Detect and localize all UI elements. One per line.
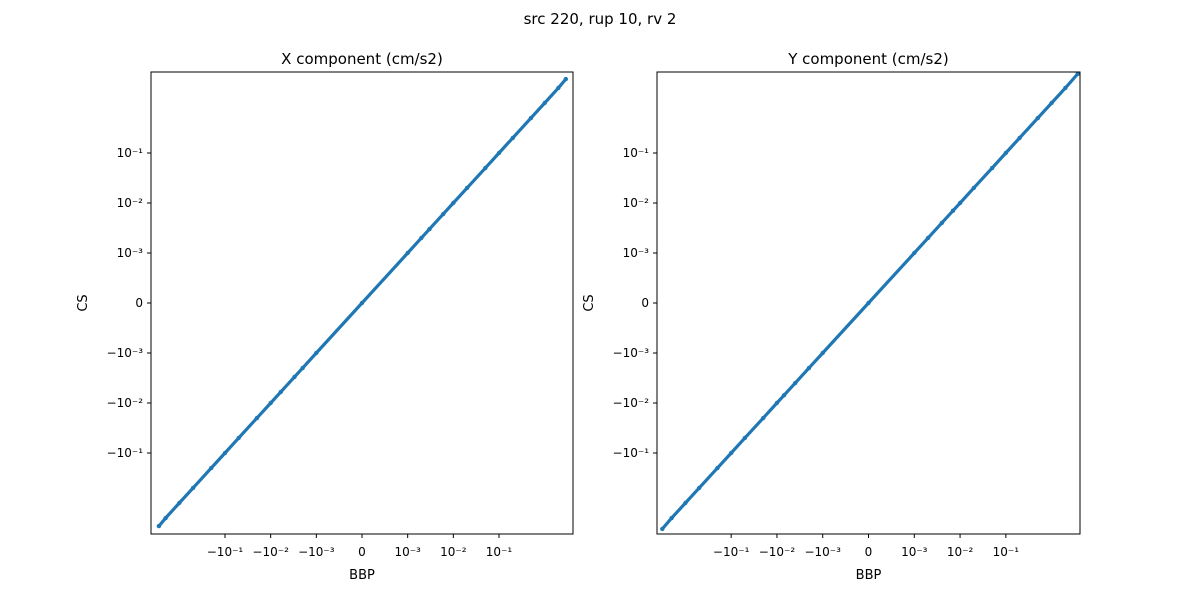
- data-point: [1003, 150, 1008, 156]
- data-point: [419, 235, 424, 241]
- data-point: [278, 389, 283, 395]
- data-point: [989, 165, 995, 171]
- data-point: [660, 526, 665, 532]
- data-point: [729, 450, 734, 456]
- figure-suptitle: src 220, rup 10, rv 2: [524, 10, 677, 28]
- data-point: [715, 465, 720, 471]
- data-point: [761, 415, 766, 421]
- data-point: [793, 380, 798, 386]
- data-point: [683, 500, 688, 506]
- x-tick-label: 0: [865, 545, 873, 559]
- x-axis-label: BBP: [856, 568, 882, 583]
- data-point: [697, 485, 702, 491]
- y-tick-label: −10⁻³: [107, 346, 144, 360]
- y-tick-label: 10⁻²: [623, 196, 650, 210]
- x-tick-label: −10⁻¹: [207, 545, 244, 559]
- data-point: [1017, 135, 1022, 141]
- data-point: [542, 100, 547, 106]
- data-point: [359, 300, 365, 306]
- data-point: [483, 165, 488, 171]
- data-point: [556, 85, 561, 91]
- data-point: [300, 365, 305, 371]
- x-tick-label: 10⁻²: [947, 545, 974, 559]
- x-tick-label: −10⁻³: [804, 545, 841, 559]
- data-point: [510, 135, 515, 141]
- data-point: [464, 185, 470, 191]
- x-tick-label: 10⁻²: [440, 545, 467, 559]
- chart-panel-1: X component (cm/s2) −10⁻¹ −10⁻² −10⁻³ 0 10⁻³ 1…: [76, 50, 574, 583]
- x-axis-label: BBP: [349, 568, 375, 583]
- y-tick-label: 10⁻¹: [117, 146, 144, 160]
- y-tick-label: 0: [135, 296, 143, 310]
- x-tick-label: −10⁻³: [298, 545, 335, 559]
- data-point: [950, 208, 956, 213]
- data-point: [254, 415, 260, 421]
- y-tick-label: 10⁻²: [117, 196, 144, 210]
- data-point: [1049, 100, 1054, 106]
- data-point: [209, 465, 214, 471]
- x-tick-label: −10⁻²: [252, 545, 289, 559]
- data-point: [806, 365, 812, 371]
- data-point: [528, 115, 534, 121]
- data-point: [451, 200, 456, 206]
- data-point: [866, 300, 871, 306]
- x-tick-label: 10⁻³: [394, 545, 421, 559]
- data-point: [742, 435, 748, 441]
- y-axis-label: CS: [76, 294, 91, 311]
- data-point: [292, 374, 297, 380]
- data-point: [236, 435, 241, 441]
- y-tick-label: 10⁻³: [623, 246, 650, 260]
- y-axis-label: CS: [582, 294, 597, 311]
- data-point: [314, 350, 319, 356]
- data-point: [957, 200, 963, 206]
- y-tick-label: 10⁻¹: [623, 146, 650, 160]
- chart-panel-2: Y component (cm/s2) −10⁻¹ −10⁻² −10⁻³ 0 10⁻³ 1…: [582, 50, 1081, 583]
- x-tick-label: 10⁻¹: [993, 545, 1020, 559]
- data-point: [496, 150, 502, 156]
- data-point: [774, 400, 780, 406]
- data-point: [563, 76, 568, 82]
- data-point: [971, 185, 976, 191]
- y-tick-label: −10⁻²: [107, 396, 144, 410]
- data-point: [1035, 115, 1041, 121]
- y-tick-label: −10⁻³: [613, 346, 650, 360]
- data-point: [222, 450, 228, 456]
- data-point: [441, 211, 446, 217]
- data-point: [1075, 71, 1080, 77]
- data-point: [268, 400, 273, 406]
- y-tick-label: −10⁻²: [613, 396, 650, 410]
- data-point: [669, 515, 674, 521]
- data-point: [163, 515, 168, 521]
- x-tick-label: −10⁻²: [759, 545, 796, 559]
- data-point: [820, 350, 825, 356]
- chart-title: X component (cm/s2): [281, 50, 443, 68]
- y-tick-label: 10⁻³: [117, 246, 144, 260]
- data-point: [781, 393, 787, 398]
- data-point: [405, 250, 410, 256]
- y-tick-label: 0: [641, 296, 649, 310]
- chart-title: Y component (cm/s2): [787, 50, 949, 68]
- data-point: [177, 500, 182, 506]
- data-point: [156, 523, 162, 529]
- data-point: [925, 235, 931, 241]
- y-tick-label: −10⁻¹: [613, 446, 650, 460]
- data-point: [939, 220, 944, 226]
- data-point: [190, 485, 196, 491]
- x-tick-label: 10⁻³: [901, 545, 928, 559]
- x-tick-label: 0: [358, 545, 366, 559]
- x-tick-label: −10⁻¹: [713, 545, 750, 559]
- data-point: [1063, 85, 1068, 91]
- y-tick-label: −10⁻¹: [107, 446, 144, 460]
- data-point: [912, 250, 917, 256]
- x-tick-label: 10⁻¹: [486, 545, 513, 559]
- data-point: [427, 226, 432, 232]
